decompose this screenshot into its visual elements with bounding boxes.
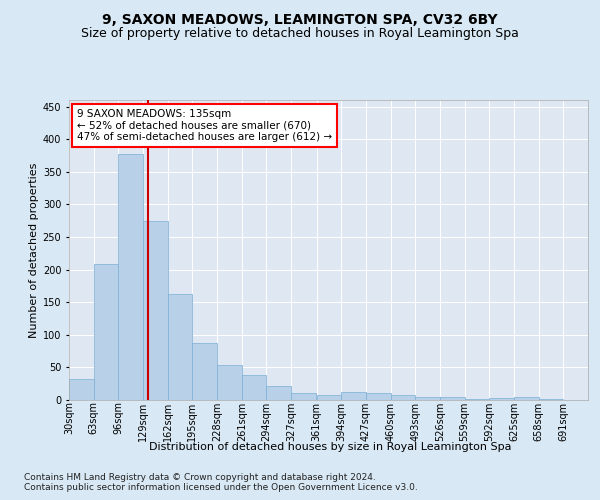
- Bar: [168, 294, 193, 400]
- Text: Size of property relative to detached houses in Royal Leamington Spa: Size of property relative to detached ho…: [81, 28, 519, 40]
- Bar: [366, 394, 391, 400]
- Text: Contains HM Land Registry data © Crown copyright and database right 2024.: Contains HM Land Registry data © Crown c…: [24, 472, 376, 482]
- Bar: [539, 398, 563, 400]
- Bar: [317, 396, 341, 400]
- Bar: [489, 398, 514, 400]
- Text: 9 SAXON MEADOWS: 135sqm
← 52% of detached houses are smaller (670)
47% of semi-d: 9 SAXON MEADOWS: 135sqm ← 52% of detache…: [77, 109, 332, 142]
- Bar: [193, 342, 217, 400]
- Bar: [291, 394, 316, 400]
- Text: Contains public sector information licensed under the Open Government Licence v3: Contains public sector information licen…: [24, 484, 418, 492]
- Bar: [341, 392, 366, 400]
- Bar: [242, 374, 266, 400]
- Text: Distribution of detached houses by size in Royal Leamington Spa: Distribution of detached houses by size …: [149, 442, 511, 452]
- Y-axis label: Number of detached properties: Number of detached properties: [29, 162, 38, 338]
- Bar: [69, 379, 94, 400]
- Text: 9, SAXON MEADOWS, LEAMINGTON SPA, CV32 6BY: 9, SAXON MEADOWS, LEAMINGTON SPA, CV32 6…: [102, 12, 498, 26]
- Bar: [415, 398, 440, 400]
- Bar: [440, 396, 464, 400]
- Bar: [143, 222, 168, 400]
- Bar: [266, 386, 291, 400]
- Bar: [391, 395, 415, 400]
- Bar: [94, 264, 118, 400]
- Bar: [118, 154, 143, 400]
- Bar: [514, 398, 539, 400]
- Bar: [217, 366, 242, 400]
